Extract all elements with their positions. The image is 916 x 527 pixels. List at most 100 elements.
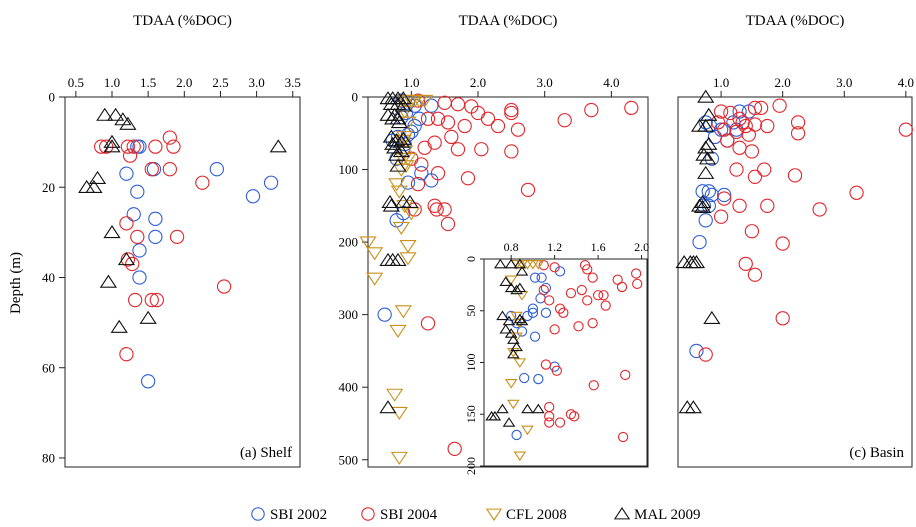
data-point	[515, 315, 529, 326]
data-point	[582, 264, 593, 275]
series-sbi-2002	[119, 139, 279, 389]
data-point	[747, 267, 763, 282]
data-point	[141, 374, 156, 389]
data-point	[747, 117, 763, 132]
data-point	[410, 93, 426, 108]
data-point	[760, 198, 775, 213]
data-point	[695, 184, 710, 199]
data-point	[245, 189, 261, 204]
data-point	[366, 247, 384, 261]
data-point	[704, 151, 720, 166]
data-point	[390, 185, 408, 199]
x-axis-label: TDAA (%DOC)	[133, 13, 232, 29]
x-tick-label: 1.0	[713, 75, 729, 90]
data-point	[521, 425, 534, 436]
y-tick-label: 60	[42, 360, 55, 375]
y-tick-label: 400	[339, 380, 359, 395]
data-point	[507, 399, 520, 410]
data-point	[144, 292, 159, 308]
data-point	[389, 111, 407, 125]
data-point	[401, 194, 419, 208]
shared-y-axis-label: Depth (m)	[8, 252, 24, 314]
data-point	[600, 300, 611, 311]
x-tick-label: 4.0	[603, 75, 619, 90]
data-point	[694, 194, 712, 208]
data-point	[532, 403, 545, 414]
data-point	[499, 323, 513, 334]
data-point	[790, 115, 806, 130]
data-point	[694, 199, 712, 214]
data-point	[126, 139, 141, 154]
data-point	[713, 104, 729, 119]
data-point	[703, 310, 721, 325]
data-point	[624, 100, 639, 116]
data-point	[533, 373, 544, 385]
data-point	[414, 157, 429, 172]
panel-slope-inset: 0.8 1.2 1.6 2.0 0 50 100 150 200	[464, 240, 649, 475]
data-point	[169, 229, 185, 245]
legend-label: MAL 2009	[634, 507, 701, 523]
y-tick-label: 150	[464, 405, 478, 423]
x-tick-label: 1.6	[591, 240, 606, 254]
y-tick-label: 500	[339, 452, 359, 467]
x-tick-label: 3.0	[836, 75, 852, 90]
data-point	[450, 142, 466, 157]
plot-frame	[64, 96, 301, 468]
data-point	[753, 100, 769, 116]
data-point	[544, 411, 555, 422]
data-point	[440, 115, 456, 130]
data-point	[460, 171, 476, 186]
data-point	[162, 130, 177, 145]
data-point	[812, 202, 827, 217]
data-point	[723, 105, 738, 121]
data-point	[698, 213, 713, 228]
plot-frame	[367, 96, 649, 468]
x-tick-label: 0.8	[504, 240, 519, 254]
data-point	[130, 229, 145, 245]
data-point	[396, 105, 414, 119]
data-point	[540, 282, 552, 294]
data-point	[420, 111, 436, 126]
data-point	[381, 194, 399, 208]
data-point	[760, 118, 775, 134]
legend-marker	[613, 507, 631, 520]
panels-layer: 0.5 1.0 1.5 2.0 2.5 3.0 3.5 0 20 40 60 80 TDAA (%DOC…	[42, 13, 914, 475]
data-point	[519, 372, 530, 384]
data-point	[148, 211, 163, 226]
data-point	[103, 225, 121, 239]
data-point	[513, 451, 527, 462]
data-point	[540, 359, 552, 370]
data-point	[772, 98, 787, 113]
data-point	[630, 268, 642, 279]
data-point	[447, 441, 462, 457]
data-point	[527, 307, 539, 318]
x-tick-label: 2.0	[176, 75, 192, 90]
x-tick-label: 2.0	[775, 75, 791, 90]
panel-label: (c) Basin	[849, 445, 904, 461]
data-point	[410, 176, 426, 192]
data-point	[504, 102, 519, 118]
data-point	[582, 295, 593, 306]
data-point	[775, 236, 790, 251]
x-axis-label: TDAA (%DOC)	[746, 13, 845, 29]
data-point	[496, 310, 509, 321]
data-point	[122, 148, 138, 163]
y-tick-label: 40	[42, 270, 55, 285]
data-point	[565, 409, 577, 420]
y-tick-label: 300	[339, 307, 359, 322]
data-point	[507, 334, 520, 344]
x-tick-label: 1.0	[403, 75, 419, 90]
data-point	[132, 139, 147, 154]
data-point	[741, 127, 756, 142]
data-point	[388, 147, 406, 161]
data-point	[697, 140, 715, 154]
data-point	[554, 417, 566, 428]
series-sbi-2004	[698, 98, 913, 362]
data-point	[587, 318, 598, 329]
data-point	[379, 400, 397, 414]
data-point	[504, 379, 518, 389]
data-point	[132, 270, 147, 285]
data-point	[162, 162, 177, 177]
data-point	[269, 139, 287, 153]
data-point	[698, 347, 713, 362]
